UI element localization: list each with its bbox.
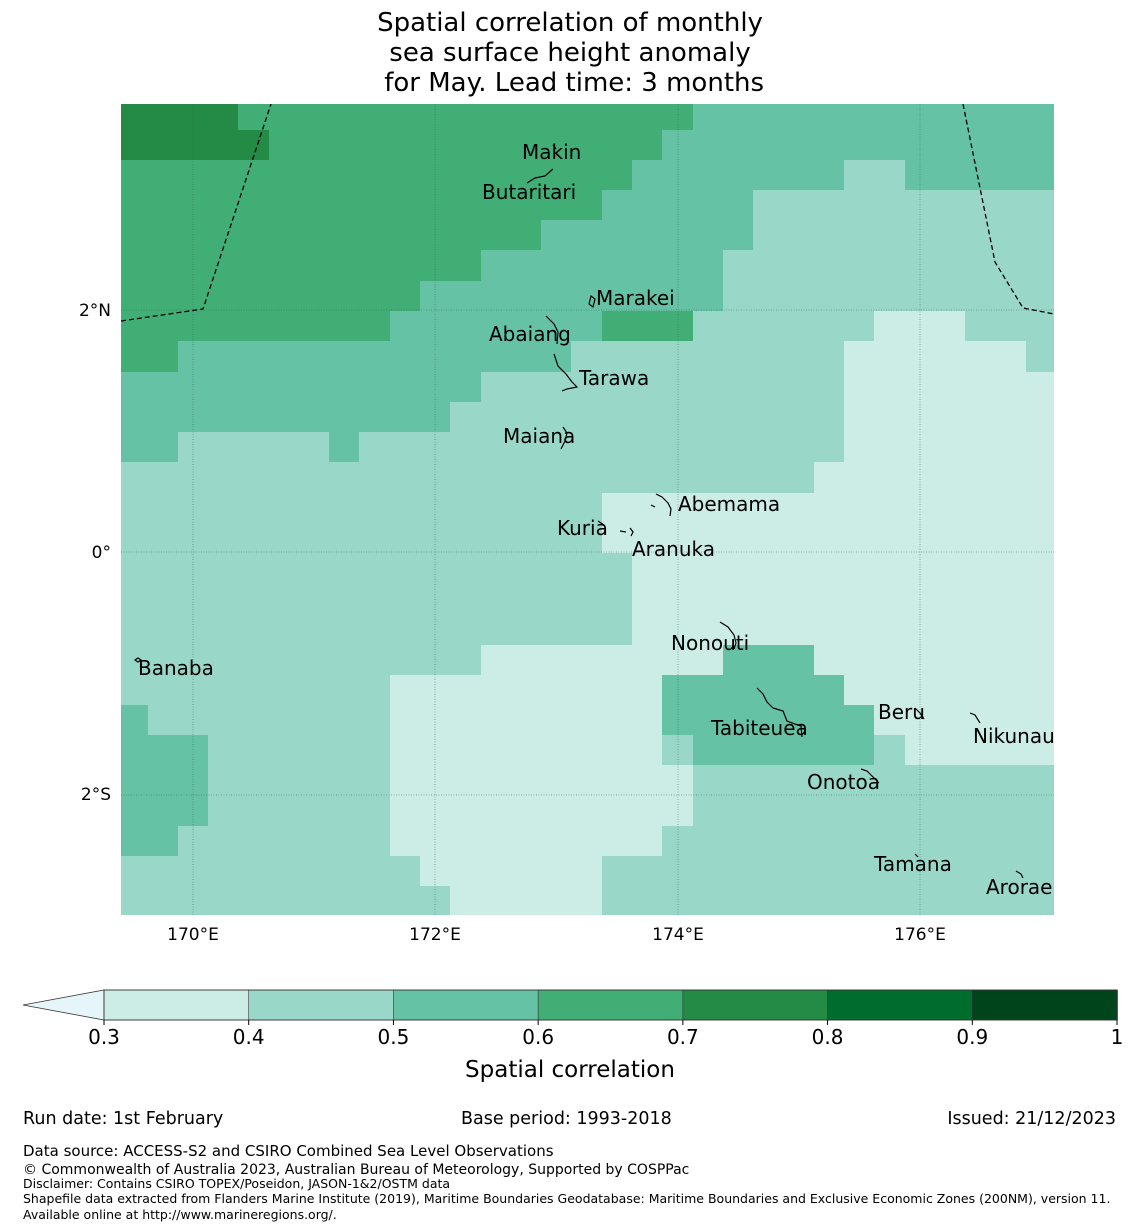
maiana-outline bbox=[560, 426, 568, 450]
title-line-1: Spatial correlation of monthly bbox=[377, 8, 763, 38]
y-axis-ticks: 2°N 0° 2°S bbox=[79, 301, 111, 805]
label-nonouti: Nonouti bbox=[671, 631, 749, 655]
colorbar-cell bbox=[682, 989, 829, 1021]
tabiteuea-outline bbox=[756, 687, 803, 738]
field-region-05-tabiteuea bbox=[662, 645, 874, 765]
shapefile-credit: Shapefile data extracted from Flanders M… bbox=[23, 1191, 1111, 1222]
colorbar-cells bbox=[103, 989, 1118, 1021]
y-tick-label: 2°N bbox=[79, 301, 111, 321]
x-tick-label: 172°E bbox=[409, 925, 461, 945]
field-region-05-west bbox=[121, 705, 208, 856]
data-source: Data source: ACCESS-S2 and CSIRO Combine… bbox=[23, 1142, 554, 1160]
colorbar-tick-label: 0.5 bbox=[378, 1025, 410, 1049]
colorbar-cell bbox=[971, 989, 1118, 1021]
label-maiana: Maiana bbox=[503, 424, 575, 448]
x-axis-ticks: 170°E 172°E 174°E 176°E bbox=[167, 925, 946, 945]
colorbar-label: Spatial correlation bbox=[465, 1057, 675, 1083]
colorbar-cell bbox=[393, 989, 539, 1021]
label-tarawa: Tarawa bbox=[578, 366, 649, 390]
x-tick-label: 174°E bbox=[652, 925, 704, 945]
tarawa-outline bbox=[553, 353, 579, 392]
label-arorae: Arorae bbox=[986, 875, 1052, 899]
y-tick-label: 2°S bbox=[81, 785, 111, 805]
y-tick-label: 0° bbox=[92, 543, 111, 563]
label-butaritari: Butaritari bbox=[482, 180, 576, 204]
disclaimer: Disclaimer: Contains CSIRO TOPEX/Poseido… bbox=[23, 1176, 451, 1191]
colorbar-tick-label: 0.9 bbox=[956, 1025, 988, 1049]
label-abemama: Abemama bbox=[678, 492, 780, 516]
nonouti-outline bbox=[719, 621, 737, 650]
x-tick-label: 170°E bbox=[167, 925, 219, 945]
title-line-2: sea surface height anomaly bbox=[389, 38, 751, 68]
label-nikunau: Nikunau bbox=[973, 724, 1055, 748]
correlation-field bbox=[121, 104, 1054, 915]
label-tabiteuea: Tabiteuea bbox=[710, 716, 808, 740]
banaba-outline bbox=[133, 657, 143, 663]
map-figure: Makin Butaritari Marakei Abaiang Tarawa … bbox=[22, 104, 1123, 1083]
run-date: Run date: 1st February bbox=[23, 1109, 224, 1129]
label-makin: Makin bbox=[522, 140, 581, 164]
label-marakei: Marakei bbox=[596, 286, 675, 310]
colorbar-tick-label: 0.7 bbox=[667, 1025, 699, 1049]
colorbar-cell bbox=[248, 989, 395, 1021]
eez-boundaries bbox=[121, 104, 1054, 322]
abemama-outline bbox=[650, 493, 672, 517]
nikunau-outline bbox=[969, 712, 981, 724]
copyright-notice: © Commonwealth of Australia 2023, Austra… bbox=[23, 1162, 690, 1178]
colorbar-tick-label: 0.8 bbox=[812, 1025, 844, 1049]
makin-outline bbox=[552, 144, 557, 150]
marakei-outline bbox=[588, 294, 596, 309]
label-banaba: Banaba bbox=[138, 656, 214, 680]
butaritari-outline bbox=[526, 168, 554, 184]
colorbar-cell bbox=[827, 989, 974, 1021]
arorae-outline bbox=[1015, 870, 1024, 879]
colorbar-tick-label: 0.6 bbox=[522, 1025, 554, 1049]
tamana-outline bbox=[914, 853, 919, 858]
issued-date: Issued: 21/12/2023 bbox=[947, 1109, 1116, 1129]
base-period: Base period: 1993-2018 bbox=[461, 1109, 672, 1129]
colorbar-tick-label: 0.4 bbox=[233, 1025, 265, 1049]
colorbar-cell bbox=[537, 989, 684, 1021]
colorbar-extend-min bbox=[22, 989, 105, 1021]
gridlines bbox=[121, 104, 1054, 915]
field-region-06-marakei bbox=[602, 311, 693, 341]
label-aranuka: Aranuka bbox=[632, 537, 715, 561]
colorbar: 0.3 0.4 0.5 0.6 0.7 0.8 0.9 1 Spatial correlati… bbox=[22, 989, 1123, 1083]
island-labels: Makin Butaritari Marakei Abaiang Tarawa … bbox=[138, 140, 1055, 899]
colorbar-cell bbox=[103, 989, 250, 1021]
x-tick-label: 176°E bbox=[894, 925, 946, 945]
abaiang-outline bbox=[545, 315, 559, 345]
map-title: Spatial correlation of monthly sea surfa… bbox=[0, 8, 1140, 98]
field-region-07-corner bbox=[121, 104, 269, 160]
label-kuria: Kuria bbox=[557, 516, 608, 540]
colorbar-frame bbox=[103, 989, 1118, 1021]
label-beru: Beru bbox=[878, 700, 925, 724]
label-abaiang: Abaiang bbox=[489, 322, 571, 346]
label-onotoa: Onotoa bbox=[807, 770, 880, 794]
field-region-03-east bbox=[602, 311, 1054, 765]
kuria-outline bbox=[597, 520, 634, 537]
colorbar-tick-label: 0.3 bbox=[88, 1025, 120, 1049]
beru-outline bbox=[914, 707, 925, 720]
label-tamana: Tamana bbox=[873, 852, 952, 876]
title-line-3: for May. Lead time: 3 months bbox=[375, 68, 765, 98]
onotoa-outline bbox=[860, 768, 880, 784]
island-outlines bbox=[133, 144, 1024, 879]
field-region-03-south bbox=[390, 614, 723, 915]
colorbar-tick-label: 1 bbox=[1111, 1025, 1124, 1049]
colorbar-ticks: 0.3 0.4 0.5 0.6 0.7 0.8 0.9 1 bbox=[88, 1020, 1123, 1049]
